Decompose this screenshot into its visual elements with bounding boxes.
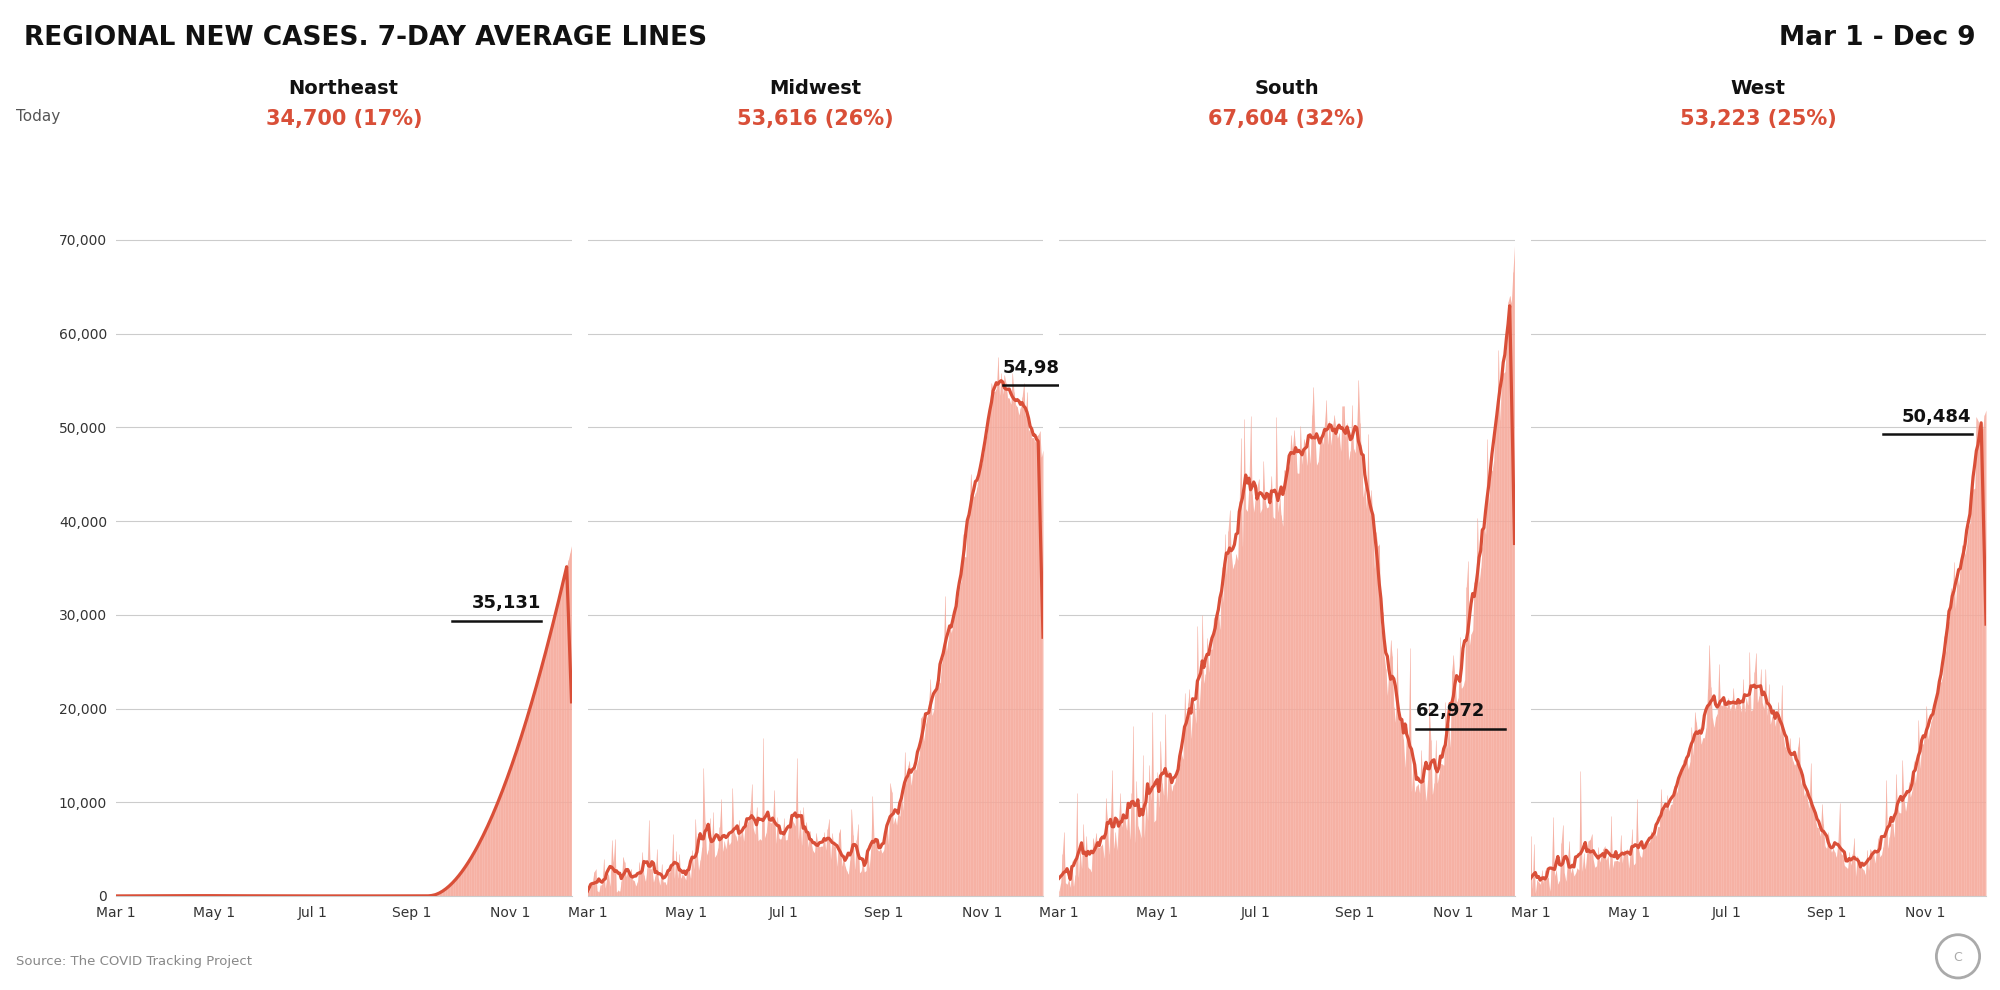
Text: Source: The COVID Tracking Project: Source: The COVID Tracking Project: [16, 955, 252, 968]
Text: 53,223 (25%): 53,223 (25%): [1680, 109, 1836, 129]
Text: REGIONAL NEW CASES. 7-DAY AVERAGE LINES: REGIONAL NEW CASES. 7-DAY AVERAGE LINES: [24, 25, 708, 50]
Text: Northeast: Northeast: [288, 79, 398, 98]
Text: 54,981: 54,981: [1002, 358, 1072, 377]
Text: 35,131: 35,131: [472, 594, 540, 613]
Text: 62,972: 62,972: [1416, 702, 1486, 720]
Text: Today: Today: [16, 109, 60, 124]
Text: West: West: [1730, 79, 1786, 98]
Text: Midwest: Midwest: [770, 79, 862, 98]
Text: 53,616 (26%): 53,616 (26%): [736, 109, 894, 129]
Text: Mar 1 - Dec 9: Mar 1 - Dec 9: [1780, 25, 1976, 50]
Text: 34,700 (17%): 34,700 (17%): [266, 109, 422, 129]
Text: South: South: [1254, 79, 1320, 98]
Text: 67,604 (32%): 67,604 (32%): [1208, 109, 1364, 129]
Text: 50,484: 50,484: [1902, 408, 1972, 426]
Text: C: C: [1954, 950, 1962, 964]
